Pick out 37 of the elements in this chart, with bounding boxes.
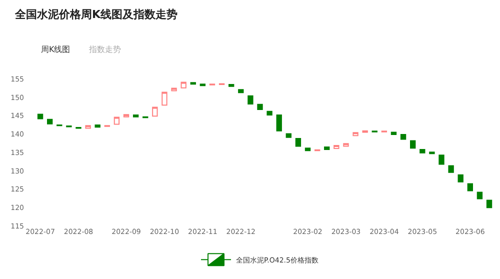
candlestick bbox=[123, 114, 130, 118]
candlestick bbox=[352, 132, 358, 136]
chart-title: 全国水泥价格周K线图及指数走势 bbox=[14, 8, 178, 21]
candlestick bbox=[114, 116, 120, 125]
candlestick bbox=[162, 92, 168, 106]
candlestick bbox=[228, 84, 234, 87]
candlestick bbox=[334, 145, 340, 149]
candlestick bbox=[400, 134, 406, 140]
candlestick bbox=[458, 174, 464, 182]
candlestick bbox=[276, 114, 282, 132]
candlestick bbox=[47, 118, 53, 124]
candlestick bbox=[171, 88, 177, 92]
candlestick bbox=[180, 82, 186, 88]
text: 指数走势 bbox=[88, 45, 121, 54]
candlestick bbox=[190, 82, 196, 85]
candlestick bbox=[467, 183, 473, 192]
candlestick bbox=[200, 84, 206, 86]
candlestick bbox=[420, 149, 426, 154]
candlestick bbox=[248, 95, 254, 104]
candlestick bbox=[362, 130, 368, 133]
candlestick bbox=[238, 89, 244, 94]
candlestick bbox=[257, 104, 263, 110]
candlestick bbox=[295, 138, 302, 147]
text: 周K线图 bbox=[41, 45, 70, 54]
candlestick bbox=[304, 148, 311, 152]
candlestick bbox=[486, 200, 492, 208]
candlestick bbox=[266, 110, 272, 116]
candlestick bbox=[438, 154, 444, 165]
candlestick bbox=[410, 140, 416, 149]
candlestick bbox=[476, 192, 483, 200]
candlestick bbox=[152, 106, 158, 117]
candlestick bbox=[343, 143, 349, 147]
candlestick bbox=[132, 114, 139, 118]
candlestick bbox=[324, 146, 330, 150]
candlestick bbox=[85, 125, 91, 129]
candlestick bbox=[429, 152, 435, 154]
candlestick bbox=[448, 165, 454, 173]
